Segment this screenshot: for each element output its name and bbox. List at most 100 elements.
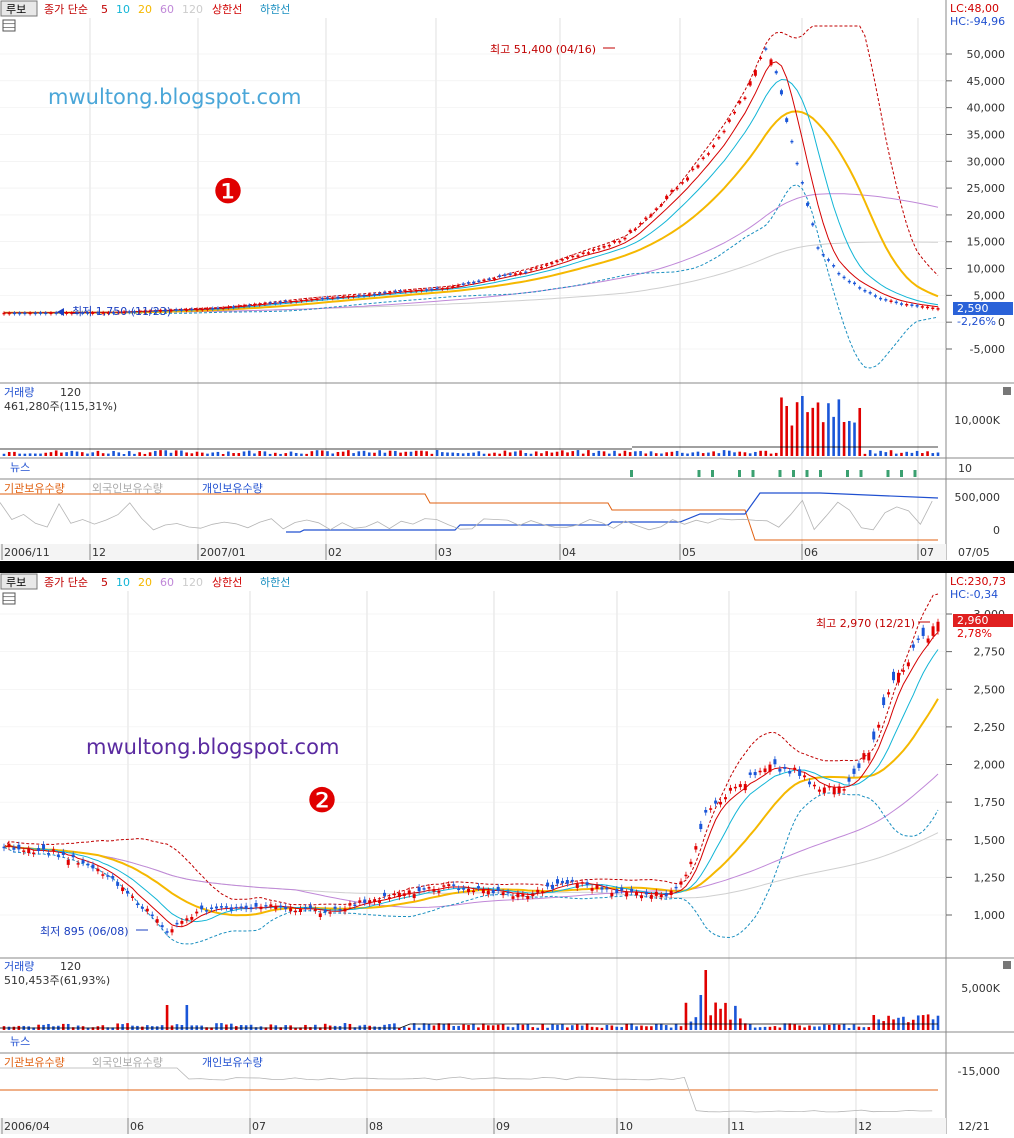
- candle: [27, 848, 31, 854]
- volume-bar: [66, 1023, 70, 1030]
- candle: [185, 309, 189, 311]
- candle: [837, 786, 841, 793]
- volume-bar: [531, 1027, 535, 1030]
- volume-bar: [921, 453, 924, 456]
- price-tick-label: 2,750: [974, 646, 1006, 659]
- candle: [852, 768, 856, 774]
- volume-bar: [550, 452, 554, 456]
- volume-bar: [206, 453, 209, 456]
- volume-bar: [607, 453, 611, 456]
- volume-bar: [681, 452, 684, 456]
- candle: [425, 289, 429, 291]
- volume-bar: [534, 451, 538, 456]
- volume-bar: [729, 1019, 732, 1030]
- volume-label: 거래량: [4, 960, 34, 973]
- candle: [764, 48, 768, 50]
- legend-ma20: 20: [138, 3, 152, 16]
- candle: [779, 90, 783, 95]
- volume-bar: [931, 1019, 935, 1030]
- candle: [352, 295, 356, 298]
- candle: [456, 284, 460, 287]
- volume-bar: [394, 450, 397, 456]
- grid-icon[interactable]: [2, 19, 16, 32]
- candle: [877, 724, 881, 728]
- volume-bar: [571, 451, 575, 456]
- volume-bar: [388, 450, 392, 456]
- volume-bar: [541, 1023, 544, 1030]
- volume-bar: [71, 1027, 75, 1030]
- volume-bar: [508, 452, 512, 456]
- volume-bar: [707, 452, 710, 456]
- volume-bar: [127, 451, 131, 456]
- candle: [811, 223, 815, 226]
- volume-bar: [210, 1027, 213, 1030]
- candle: [701, 157, 705, 159]
- price-tick-label: 50,000: [967, 48, 1006, 61]
- candle: [242, 305, 246, 307]
- candle: [264, 905, 268, 907]
- volume-bar: [477, 1027, 480, 1030]
- candle: [884, 299, 888, 301]
- volume-bar: [200, 452, 204, 456]
- volume-bar: [320, 450, 324, 456]
- x-axis-end: 07/05: [958, 546, 990, 559]
- candle: [709, 808, 713, 810]
- volume-bar: [915, 450, 919, 456]
- news-bar: [792, 470, 795, 477]
- volume-bar: [284, 453, 288, 456]
- volume-bar: [496, 1024, 500, 1030]
- volume-bar: [185, 1005, 189, 1030]
- volume-bar: [70, 450, 74, 456]
- volume-bar: [724, 1002, 727, 1030]
- candle: [404, 290, 408, 293]
- candle: [783, 766, 787, 769]
- candle: [892, 671, 896, 681]
- volume-bar: [60, 452, 63, 456]
- candle: [343, 908, 347, 912]
- price-tick-label: 0: [998, 316, 1005, 329]
- volume-bar: [793, 1024, 796, 1030]
- volume-bar: [348, 1023, 352, 1030]
- volume-bar: [634, 451, 637, 456]
- volume-bar: [398, 1027, 401, 1030]
- volume-bar: [774, 452, 778, 456]
- tab-button[interactable]: [0, 0, 38, 17]
- last-change: -2,26%: [957, 315, 996, 328]
- volume-bar: [660, 453, 663, 456]
- volume-bar: [936, 1015, 940, 1030]
- volume-bar: [526, 1024, 530, 1030]
- candle: [294, 910, 298, 913]
- news-bar: [778, 470, 782, 477]
- volume-bar: [620, 1026, 624, 1030]
- high-label: 최고 2,970 (12/21): [816, 617, 915, 630]
- volume-bar: [798, 1025, 801, 1030]
- volume-bar: [164, 450, 168, 456]
- candle: [116, 882, 120, 886]
- news-bar: [913, 470, 917, 477]
- volume-bar: [785, 406, 788, 456]
- volume-bar: [402, 1026, 406, 1030]
- candle: [160, 925, 164, 928]
- volume-bar: [363, 1024, 367, 1030]
- candle: [190, 308, 194, 311]
- volume-period: 120: [60, 386, 81, 399]
- volume-bar: [704, 970, 708, 1030]
- x-tick-label: 2006/04: [4, 1120, 50, 1133]
- volume-bar: [37, 1024, 40, 1030]
- grid-icon[interactable]: [2, 592, 16, 605]
- tab-button[interactable]: [0, 573, 38, 590]
- volume-bar: [18, 453, 21, 456]
- candle: [399, 290, 403, 293]
- candle: [117, 311, 121, 314]
- panel-close-icon[interactable]: [1003, 961, 1011, 969]
- panel-close-icon[interactable]: [1003, 387, 1011, 395]
- news-bar: [711, 470, 714, 477]
- volume-bar: [190, 453, 194, 456]
- volume-bar: [258, 451, 261, 456]
- low-label: 최저 1,750 (11/23): [72, 305, 171, 318]
- x-tick-label: 08: [369, 1120, 383, 1133]
- candle: [722, 130, 726, 133]
- volume-bar: [551, 1024, 554, 1030]
- legend-ma60: 60: [160, 576, 174, 589]
- candle: [625, 892, 629, 897]
